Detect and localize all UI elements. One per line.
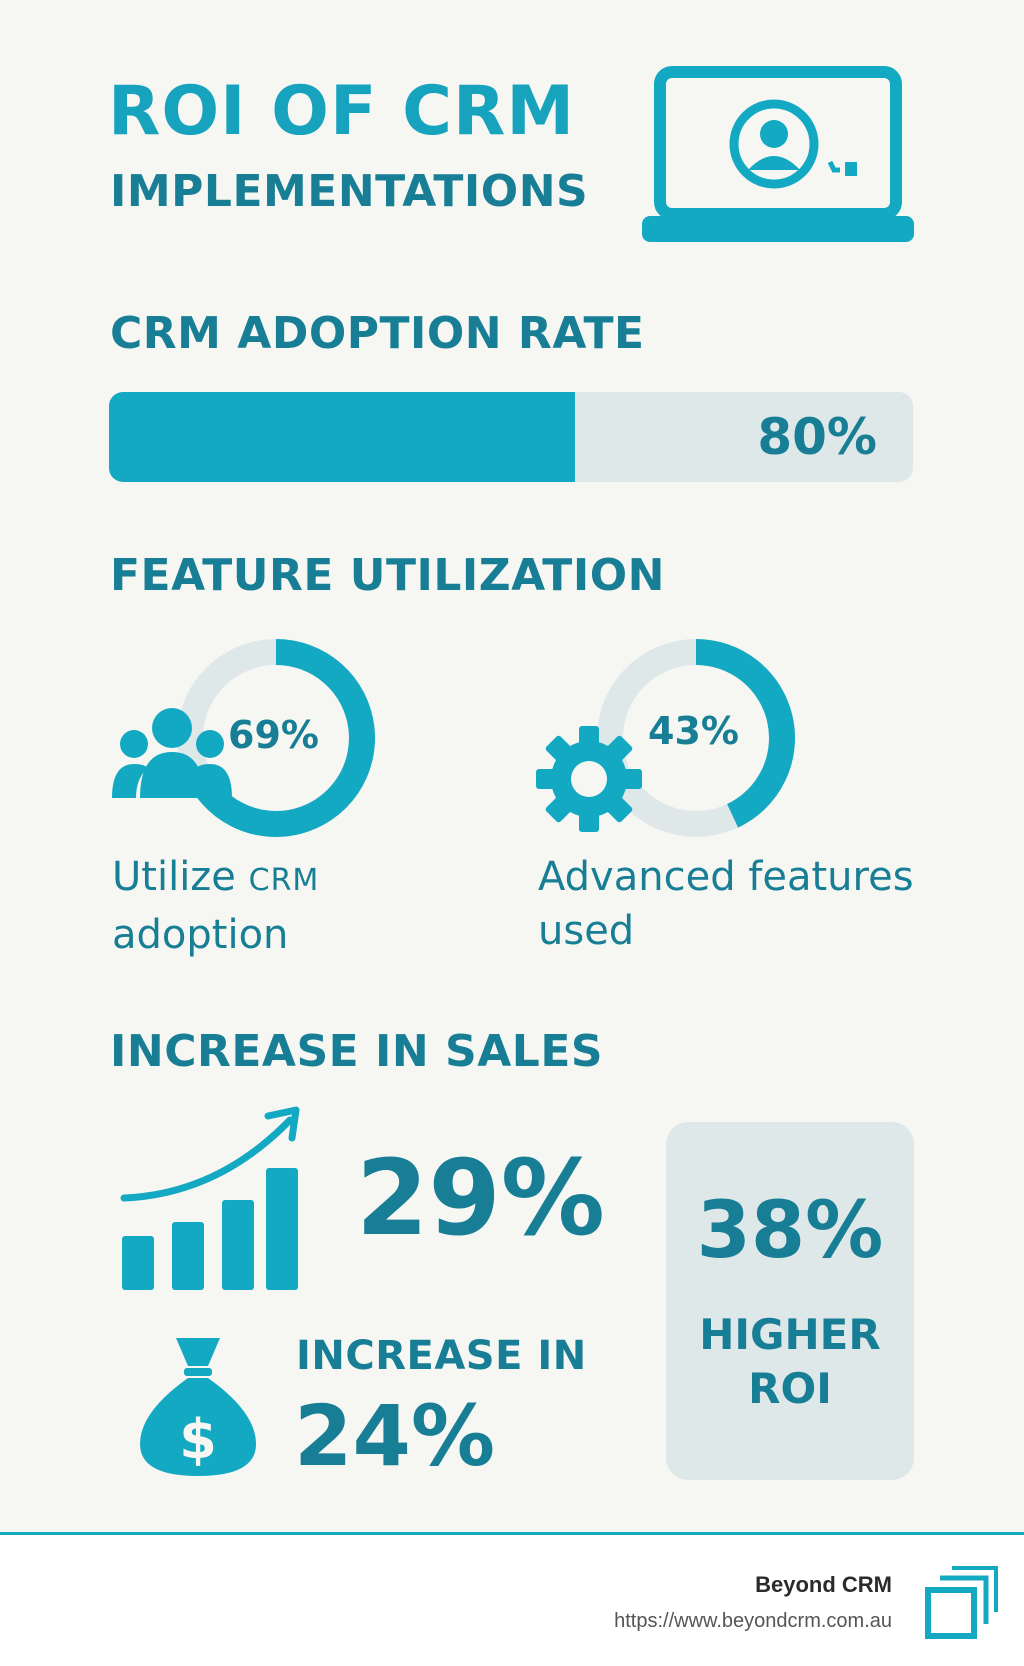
adoption-progress-bar: 80% — [109, 392, 913, 482]
features-heading: FEATURE UTILIZATION — [110, 550, 665, 601]
footer-divider — [0, 1532, 1024, 1535]
utilization-caption: Utilize CRM adoption — [112, 850, 319, 962]
roi-line2: ROI — [748, 1364, 832, 1413]
utilization-caption-line1: Utilize — [112, 854, 236, 900]
utilization-donut-arc — [183, 639, 375, 837]
sales-growth-value: 29% — [356, 1137, 605, 1259]
gear-icon — [536, 726, 642, 832]
roi-line1: HIGHER — [699, 1310, 881, 1359]
sales-increase-label: INCREASE IN — [296, 1333, 587, 1379]
advanced-caption: Advanced features used — [538, 850, 914, 958]
page-subtitle: IMPLEMENTATIONS — [110, 166, 589, 217]
sales-increase-value: 24% — [294, 1387, 496, 1485]
brand-url[interactable]: https://www.beyondcrm.com.au — [614, 1610, 892, 1632]
money-bag-icon: $ — [140, 1338, 256, 1476]
advanced-donut — [597, 639, 795, 837]
advanced-donut-arc — [695, 639, 795, 828]
roi-card: 38% HIGHER ROI — [666, 1122, 914, 1480]
advanced-caption-line1: Advanced features — [538, 854, 914, 900]
sales-heading: INCREASE IN SALES — [110, 1026, 604, 1077]
utilization-donut — [177, 639, 375, 837]
growth-chart-icon — [120, 1106, 300, 1290]
svg-text:$: $ — [179, 1408, 217, 1471]
utilization-caption-line2: adoption — [112, 912, 289, 958]
adoption-value: 80% — [757, 408, 877, 466]
footer — [0, 1535, 1024, 1666]
laptop-user-icon — [642, 66, 914, 242]
people-icon — [112, 708, 232, 798]
roi-text: HIGHER ROI — [666, 1308, 914, 1416]
roi-value: 38% — [696, 1186, 884, 1276]
page-title: ROI OF CRM — [108, 72, 576, 151]
adoption-heading: CRM ADOPTION RATE — [110, 308, 645, 359]
adoption-progress-fill — [109, 392, 576, 482]
brand-name: Beyond CRM — [755, 1572, 892, 1597]
utilization-value: 69% — [228, 713, 319, 757]
beyond-crm-logo-icon — [925, 1566, 998, 1639]
advanced-value: 43% — [648, 709, 739, 753]
advanced-caption-line2: used — [538, 908, 635, 954]
utilization-caption-crm: CRM — [248, 863, 320, 898]
